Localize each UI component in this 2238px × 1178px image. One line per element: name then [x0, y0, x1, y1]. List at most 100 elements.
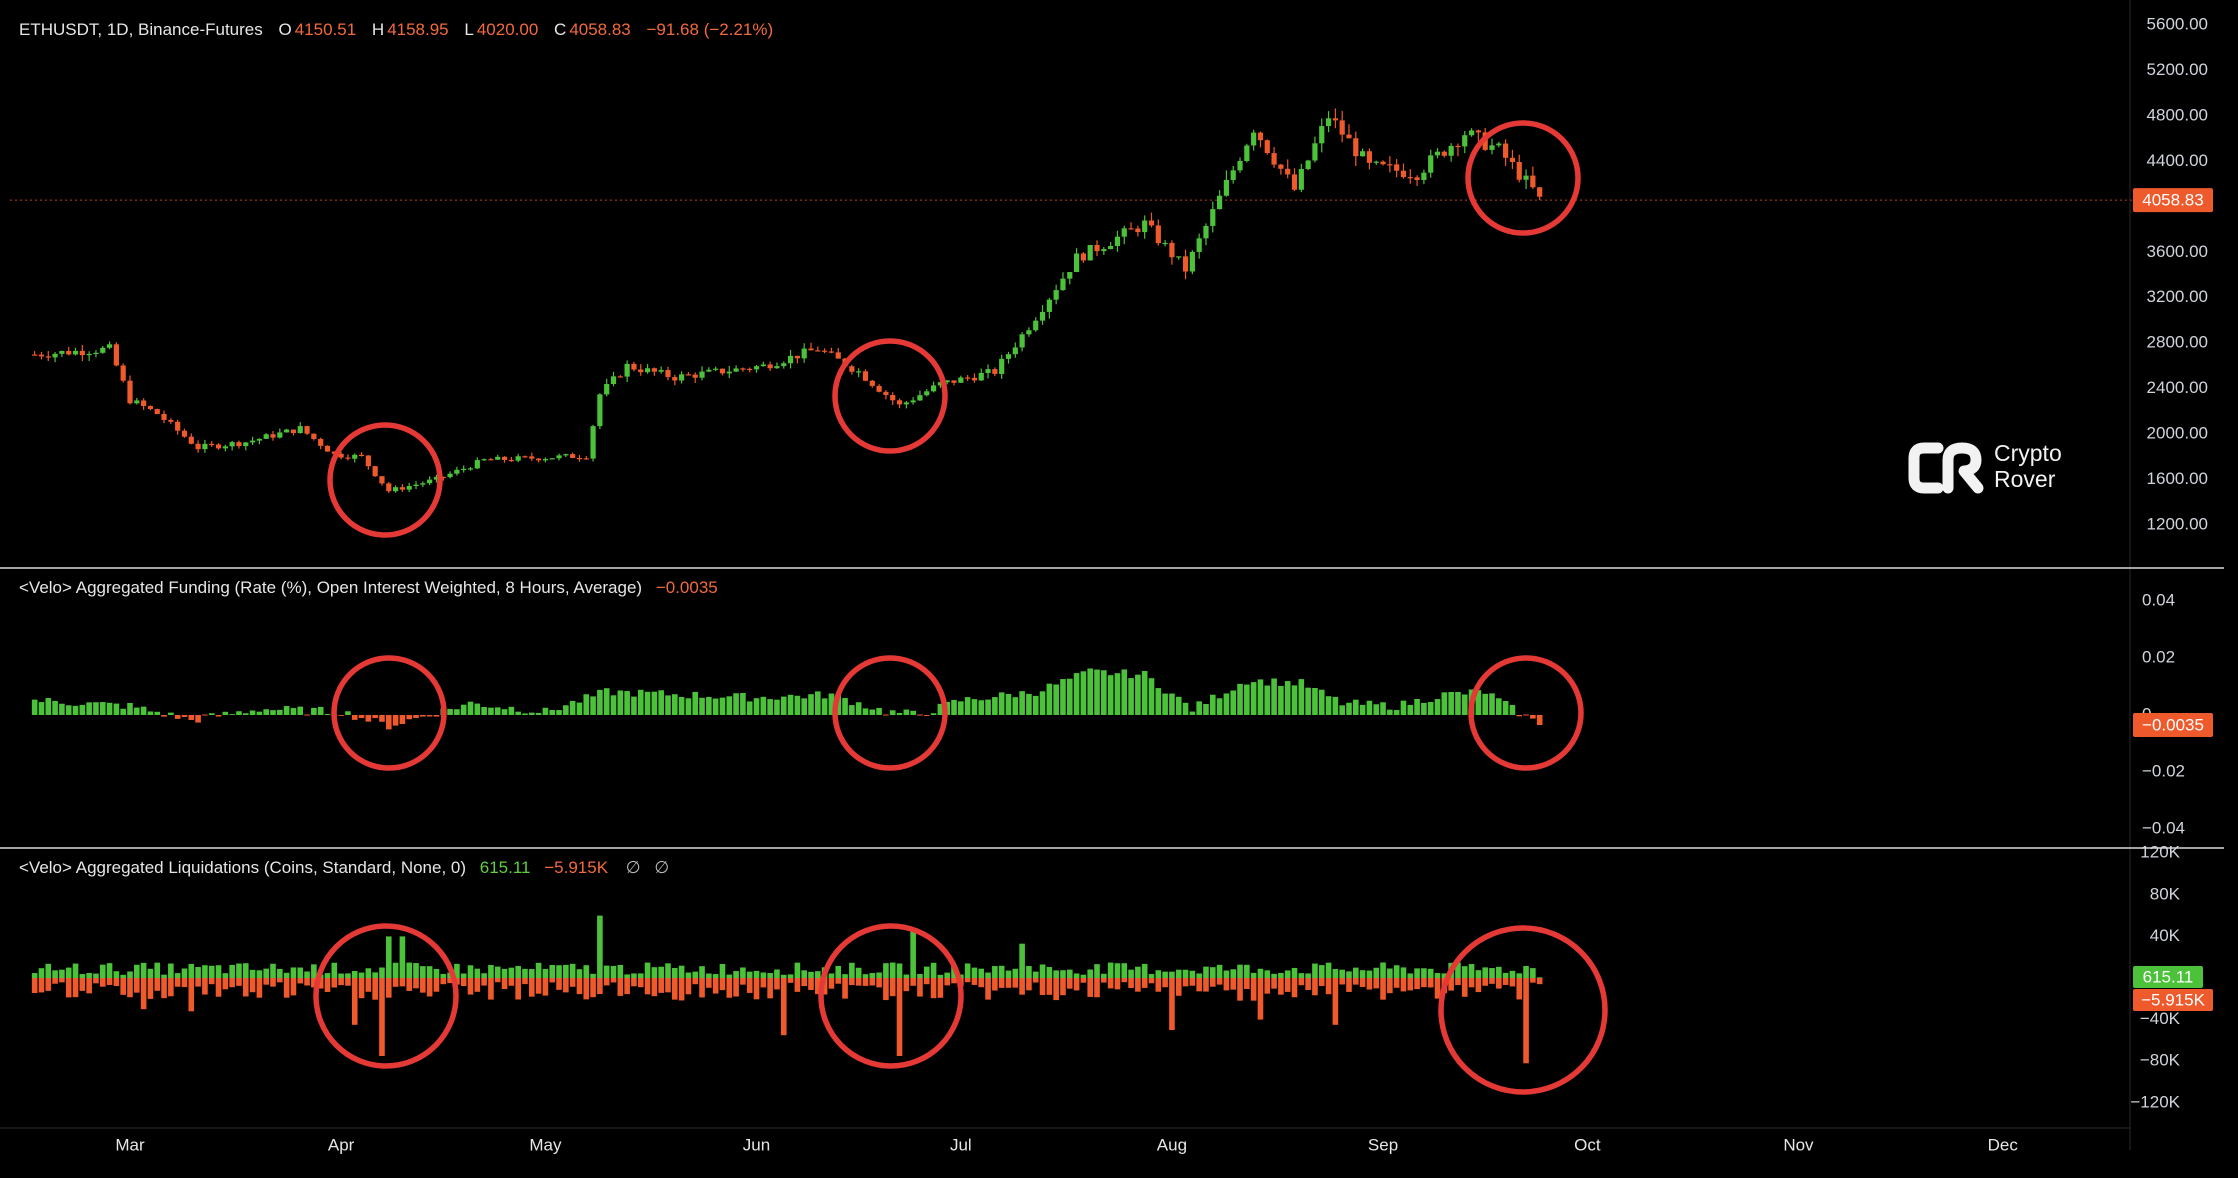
candle-body	[631, 363, 637, 370]
funding-bar	[1530, 715, 1536, 719]
candle-body	[910, 400, 916, 403]
liq-short-bar	[1407, 978, 1414, 991]
candle-body	[1217, 195, 1223, 210]
candle-body	[883, 391, 889, 396]
liq-long-bar	[1107, 962, 1114, 978]
candle-body	[440, 476, 446, 479]
liq-short-bar	[277, 978, 283, 983]
candle-body	[747, 368, 753, 371]
liq-short-bar	[304, 978, 310, 986]
funding-bar	[1441, 692, 1448, 715]
liq-long-bar	[1250, 972, 1257, 978]
funding-bar	[195, 715, 201, 723]
liq-short-bar	[1468, 978, 1475, 988]
candle-body	[522, 456, 528, 458]
liq-long-bar	[569, 963, 576, 978]
liq-short-bar	[787, 978, 794, 983]
candle-body	[1462, 135, 1468, 147]
liq-long-bar	[1155, 970, 1162, 978]
liq-long-bar	[1230, 969, 1237, 978]
funding-bar	[1162, 693, 1168, 715]
liq-long-bar	[692, 971, 699, 978]
candle-body	[849, 366, 855, 372]
candle-body	[324, 445, 331, 452]
candle-body	[427, 479, 433, 484]
liq-short-bar	[358, 978, 365, 999]
candle-body	[542, 459, 549, 461]
liq-short-bar	[181, 978, 188, 988]
funding-bar	[508, 706, 515, 715]
funding-badge	[2133, 712, 2213, 737]
liq-long-bar	[86, 972, 92, 978]
liq-short-bar	[1216, 978, 1223, 985]
liq-long-bar	[1461, 966, 1468, 978]
funding-bar	[1250, 682, 1257, 715]
candle-body	[924, 391, 930, 396]
liq-short-bar	[1489, 978, 1495, 984]
liq-long-bar	[1305, 973, 1311, 978]
funding-bar	[1502, 701, 1509, 715]
liq-long-bar	[426, 966, 433, 978]
liq-long-bar	[1114, 963, 1121, 978]
liq-long-bar	[1148, 974, 1155, 978]
liq-short-bar	[1339, 978, 1345, 985]
candle-body	[951, 380, 957, 383]
candle-body	[1026, 330, 1032, 335]
candle-body	[1155, 225, 1161, 244]
liq-long-bar	[1359, 970, 1366, 978]
liq-short-bar	[379, 978, 385, 1056]
liq-short-bar	[1434, 978, 1441, 999]
funding-bar	[556, 710, 562, 715]
funding-bar	[372, 715, 378, 719]
liq-long-bar	[1421, 968, 1427, 978]
candle-body	[515, 456, 521, 461]
liq-long-bar	[889, 962, 896, 978]
liq-long-bar	[842, 974, 848, 978]
liq-short-bar	[1298, 978, 1305, 986]
candle-body	[1142, 220, 1148, 233]
change-value: −91.68 (−2.21%)	[646, 20, 774, 39]
liq-short-bar	[188, 978, 195, 1012]
liq-long-bar	[249, 969, 256, 978]
liq-short-bar	[195, 978, 201, 987]
funding-bar	[862, 708, 869, 715]
funding-bar	[256, 711, 263, 715]
candle-body	[447, 473, 453, 478]
liq-short-bar	[1421, 978, 1427, 988]
liq-long-bar	[1094, 964, 1100, 978]
liq-long-bar	[801, 970, 807, 978]
liq-long-bar	[746, 971, 753, 978]
liq-short-bar	[876, 978, 882, 988]
liq-long-bar	[1332, 969, 1339, 978]
funding-bar	[712, 698, 719, 715]
funding-tick-label: 0.02	[2142, 647, 2175, 666]
liq-long-bar	[1298, 973, 1305, 978]
liq-long-bar	[1536, 977, 1543, 979]
liq-long-bar	[215, 965, 222, 978]
highlight-circles	[313, 120, 1608, 1095]
liq-short-bar	[1026, 978, 1032, 991]
funding-bar	[563, 705, 569, 715]
liq-long-bar	[147, 968, 154, 978]
liq-long-bar	[127, 971, 133, 978]
funding-bar	[127, 702, 133, 715]
candle-body	[481, 459, 487, 461]
funding-bar	[1203, 704, 1209, 715]
funding-bar	[998, 692, 1005, 715]
candle-body	[610, 376, 617, 385]
funding-bar	[1421, 702, 1427, 715]
funding-bar	[120, 708, 126, 715]
funding-bar	[1312, 687, 1318, 715]
funding-bar	[889, 710, 896, 715]
liq-long-bar	[706, 973, 712, 978]
liquidation-pane	[31, 915, 1543, 1064]
candle-body	[195, 443, 201, 450]
funding-bar	[420, 715, 426, 717]
funding-bar	[733, 693, 739, 715]
candle-body	[549, 458, 555, 460]
funding-bar	[99, 702, 106, 715]
liq-short-bar	[542, 978, 549, 996]
liq-long-bar	[399, 936, 406, 978]
highlight-circle	[331, 655, 447, 771]
liq-short-bar	[331, 978, 338, 988]
